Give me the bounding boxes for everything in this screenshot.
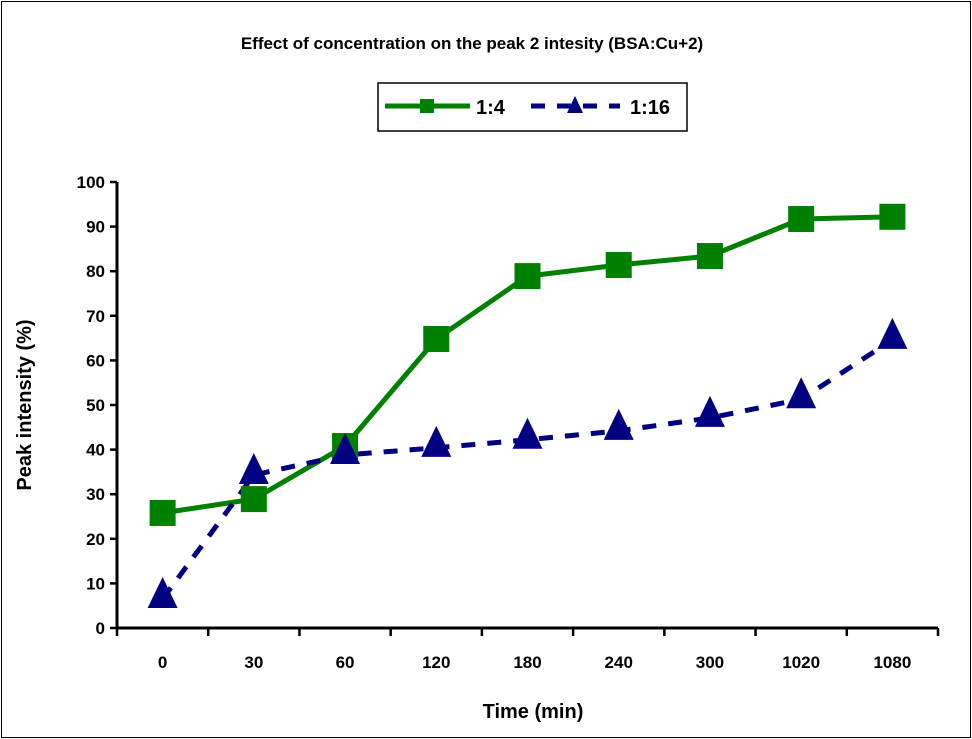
legend-label-1-16: 1:16 xyxy=(630,97,670,119)
point-1-16 xyxy=(421,425,452,457)
point-1-16 xyxy=(147,577,178,609)
legend-label-1-4: 1:4 xyxy=(476,97,506,119)
x-tick-label: 30 xyxy=(244,653,263,672)
y-tick-label: 0 xyxy=(96,619,105,638)
x-tick-label: 300 xyxy=(696,653,724,672)
point-1-4 xyxy=(879,203,906,230)
point-1-4 xyxy=(240,486,267,513)
point-1-16 xyxy=(603,408,634,440)
y-axis-label: Peak intensity (%) xyxy=(14,319,36,490)
x-tick-label: 1020 xyxy=(782,653,820,672)
chart-title: Effect of concentration on the peak 2 in… xyxy=(241,34,703,53)
point-1-16 xyxy=(694,395,725,427)
x-tick-label: 60 xyxy=(336,653,355,672)
x-tick-label: 0 xyxy=(158,653,167,672)
y-tick-label: 70 xyxy=(86,307,105,326)
point-1-4 xyxy=(605,251,632,278)
y-tick-label: 30 xyxy=(86,485,105,504)
y-tick-label: 50 xyxy=(86,396,105,415)
y-tick-label: 60 xyxy=(86,351,105,370)
series-line-1-4 xyxy=(162,214,893,516)
x-axis-label: Time (min) xyxy=(483,701,584,723)
point-1-4 xyxy=(423,325,450,352)
y-tick-label: 90 xyxy=(86,218,105,237)
x-tick-label: 180 xyxy=(513,653,541,672)
point-1-16 xyxy=(330,432,361,464)
point-1-16 xyxy=(786,377,817,409)
y-tick-label: 40 xyxy=(86,441,105,460)
y-tick-label: 20 xyxy=(86,530,105,549)
y-tick-label: 100 xyxy=(77,173,105,192)
x-tick-label: 1080 xyxy=(873,653,911,672)
point-1-16 xyxy=(238,453,269,485)
point-1-4 xyxy=(149,499,176,526)
x-tick-label: 240 xyxy=(605,653,633,672)
point-1-16 xyxy=(877,317,908,349)
point-1-4 xyxy=(788,206,815,233)
legend: 1:4 1:16 xyxy=(377,82,688,132)
x-tick-label: 120 xyxy=(422,653,450,672)
legend-marker-1-16 xyxy=(567,96,583,113)
y-tick-label: 80 xyxy=(86,262,105,281)
point-1-4 xyxy=(696,243,723,270)
series-line-1-16 xyxy=(160,337,894,601)
point-1-16 xyxy=(512,417,543,449)
point-1-4 xyxy=(514,263,541,290)
legend-marker-1-4 xyxy=(420,99,434,113)
y-tick-label: 10 xyxy=(86,574,105,593)
